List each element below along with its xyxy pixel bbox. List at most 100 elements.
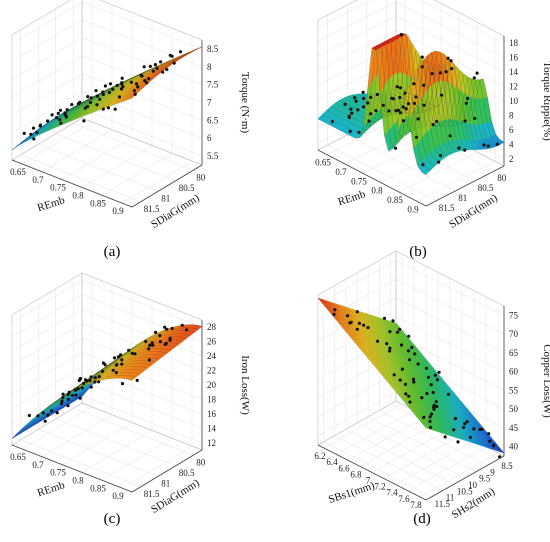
x-axis-line bbox=[317, 149, 427, 207]
sample-point bbox=[482, 143, 486, 147]
x-gridline bbox=[121, 316, 193, 489]
sample-point bbox=[431, 390, 435, 395]
sample-point bbox=[95, 94, 100, 98]
sample-point bbox=[32, 137, 36, 141]
z-gridline bbox=[420, 0, 505, 44]
panel-a-torque: 0.65 0.7 0.75 0.8 0.85 0.9 81.581 80.580 5.5 6 6.5… bbox=[10, 0, 251, 260]
sample-point bbox=[447, 392, 451, 396]
contour-line bbox=[54, 345, 175, 413]
panel-caption: (a) bbox=[104, 244, 121, 260]
sample-point bbox=[56, 111, 60, 115]
z-tick-label: 18 bbox=[207, 394, 217, 404]
sample-point bbox=[112, 356, 117, 360]
contour-line bbox=[365, 313, 474, 444]
sample-point bbox=[487, 432, 491, 436]
sample-point bbox=[400, 367, 404, 371]
sample-point bbox=[473, 116, 477, 120]
z-tick-label: 75 bbox=[509, 310, 519, 320]
z-gridline bbox=[317, 15, 397, 57]
sample-point bbox=[391, 97, 395, 101]
sample-point bbox=[38, 124, 42, 128]
sample-point bbox=[120, 82, 124, 86]
sample-point bbox=[133, 92, 137, 96]
sample-point bbox=[333, 308, 337, 312]
sample-point bbox=[394, 146, 398, 150]
sample-point bbox=[27, 413, 31, 418]
sample-point bbox=[398, 111, 402, 115]
z-tick-label: 6 bbox=[207, 133, 212, 143]
axis-edges bbox=[11, 40, 203, 208]
sample-point bbox=[134, 82, 139, 86]
sample-point bbox=[165, 67, 169, 72]
sample-point bbox=[414, 135, 419, 139]
sample-point bbox=[387, 109, 391, 113]
sample-point bbox=[398, 378, 402, 382]
sample-point bbox=[115, 83, 119, 88]
sample-point bbox=[130, 351, 134, 355]
x-axis-label: REmb bbox=[336, 188, 367, 208]
contour-line bbox=[348, 307, 457, 438]
y-axis-line bbox=[425, 455, 505, 501]
sample-point bbox=[29, 132, 33, 136]
contour-line bbox=[378, 317, 487, 448]
z-gridline bbox=[11, 308, 83, 352]
sample-point bbox=[439, 153, 443, 158]
sample-point bbox=[147, 77, 151, 81]
sample-point bbox=[70, 103, 74, 107]
sample-point bbox=[347, 114, 351, 118]
sample-point bbox=[80, 386, 84, 390]
x-gridline bbox=[416, 31, 496, 202]
y-tick-label: 80 bbox=[196, 172, 206, 182]
z-tick-label: 26 bbox=[207, 337, 217, 347]
sample-point bbox=[61, 396, 65, 400]
sample-point bbox=[396, 330, 400, 334]
z-axis-label: Torque Ripple(%) bbox=[541, 61, 550, 141]
sample-point bbox=[147, 358, 151, 362]
x-tick-label: 0.75 bbox=[351, 176, 367, 186]
sample-point bbox=[408, 400, 412, 404]
sample-point bbox=[136, 85, 140, 89]
sample-point bbox=[422, 83, 426, 87]
contour-line bbox=[335, 303, 444, 434]
sample-point bbox=[395, 85, 399, 89]
axis-edges bbox=[317, 36, 505, 207]
y-tick-label: 80.5 bbox=[179, 468, 195, 478]
x-gridline bbox=[21, 276, 93, 450]
sample-point bbox=[367, 119, 371, 123]
y-tick-label: 81.5 bbox=[439, 203, 455, 213]
sample-point bbox=[468, 435, 472, 439]
contour-line bbox=[322, 299, 431, 430]
sample-point bbox=[135, 378, 139, 382]
sample-point bbox=[456, 440, 460, 444]
sample-point bbox=[85, 104, 90, 109]
sample-point bbox=[374, 109, 378, 113]
contour-line bbox=[326, 300, 435, 431]
sample-point bbox=[401, 119, 406, 123]
sample-point bbox=[70, 393, 74, 397]
sample-point bbox=[431, 123, 435, 127]
z-gridline bbox=[11, 37, 83, 80]
sample-point bbox=[440, 93, 444, 97]
z-axis-label: Iron Loss(W) bbox=[239, 355, 251, 415]
contour-line bbox=[74, 50, 195, 111]
x-axis-label: SBs1(mm) bbox=[327, 480, 376, 506]
z-gridline bbox=[81, 108, 203, 157]
x-tick-label: 0.65 bbox=[10, 167, 26, 177]
sample-point bbox=[103, 84, 107, 88]
y-tick-label: 81 bbox=[458, 193, 467, 203]
contour-line bbox=[46, 351, 168, 418]
contour-line bbox=[382, 63, 492, 149]
x-gridline bbox=[398, 22, 478, 193]
x-tick-label: 0.8 bbox=[72, 475, 84, 485]
sample-point bbox=[74, 393, 78, 397]
sample-point bbox=[462, 425, 466, 430]
x-gridline bbox=[101, 28, 173, 196]
sample-point bbox=[43, 419, 47, 423]
contour-line bbox=[70, 333, 191, 404]
panel-caption: (c) bbox=[104, 511, 121, 527]
sample-point bbox=[55, 411, 59, 415]
sample-point bbox=[448, 134, 452, 138]
